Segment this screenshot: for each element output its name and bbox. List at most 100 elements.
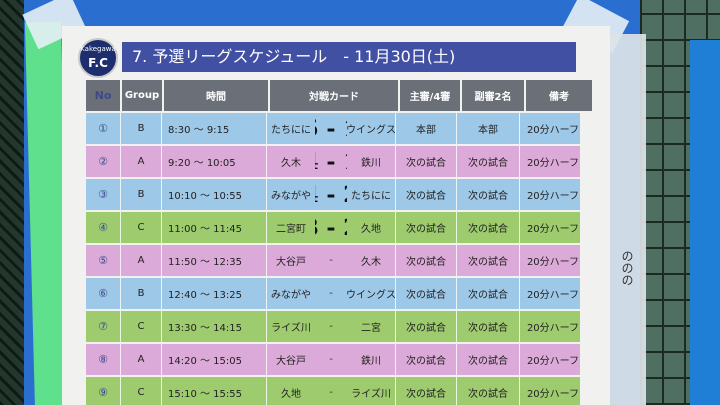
match-notes: 20分ハーフ bbox=[526, 257, 580, 268]
match-group: A bbox=[137, 354, 145, 365]
cell-divider bbox=[519, 212, 520, 243]
match-group: C bbox=[137, 387, 145, 398]
cell-divider bbox=[519, 245, 520, 276]
schedule-title: 7. 予選リーグスケジュール - 11月30日(土) bbox=[122, 42, 576, 72]
table-row: ① B 8:30 〜 9:15 たちにに 5 - 1ウイングス 本部 本部 20分ハーフ bbox=[86, 113, 580, 144]
logo-mark: F.C bbox=[88, 56, 108, 70]
match-group: B bbox=[137, 123, 145, 134]
cell-divider bbox=[395, 377, 396, 405]
match-referee: 次の試合 bbox=[406, 191, 446, 202]
home-team: 久木 bbox=[281, 158, 301, 169]
table-row: ⑧ A 14:20 〜 15:05 大谷戸 - 鉄川 次の試合 次の試合 20分ハーフ bbox=[86, 344, 580, 375]
cell-divider bbox=[456, 179, 457, 210]
match-referee: 次の試合 bbox=[406, 323, 446, 334]
home-team: みながや bbox=[271, 191, 311, 202]
cell-divider bbox=[266, 179, 267, 210]
cell-divider bbox=[456, 344, 457, 375]
match-notes: 20分ハーフ bbox=[526, 290, 580, 301]
match-time: 10:10 〜 10:55 bbox=[168, 191, 242, 202]
table-row: ③ B 10:10 〜 10:55 みながや 4 - 2 たちにに 次の試合 次の試合 20分ハ… bbox=[86, 179, 580, 210]
cell-divider bbox=[161, 311, 162, 342]
match-assistants: 次の試合 bbox=[468, 389, 508, 400]
cell-divider bbox=[395, 113, 396, 144]
cell-divider bbox=[161, 278, 162, 309]
match-assistants: 次の試合 bbox=[468, 191, 508, 202]
match-group: C bbox=[137, 321, 145, 332]
cell-divider bbox=[120, 113, 121, 144]
match-assistants: 次の試合 bbox=[468, 290, 508, 301]
cell-divider bbox=[456, 146, 457, 177]
match-no: ⑤ bbox=[98, 254, 108, 267]
cell-divider bbox=[519, 344, 520, 375]
away-team: 久地 bbox=[361, 224, 381, 235]
tape-right bbox=[606, 34, 646, 405]
match-score: 3 - 2 bbox=[315, 214, 347, 241]
cell-divider bbox=[519, 311, 520, 342]
match-notes: 20分ハーフ bbox=[526, 389, 580, 400]
home-team: たちにに bbox=[271, 125, 311, 136]
match-score: - bbox=[329, 387, 333, 398]
match-assistants: 次の試合 bbox=[468, 356, 508, 367]
cell-divider bbox=[266, 212, 267, 243]
away-team: 鉄川 bbox=[361, 158, 381, 169]
home-team: 大谷戸 bbox=[276, 257, 306, 268]
cell-divider bbox=[395, 179, 396, 210]
cell-divider bbox=[266, 245, 267, 276]
table-row: ② A 9:20 〜 10:05 久木 4 - 1 鉄川 次の試合 次の試合 20分ハーフ bbox=[86, 146, 580, 177]
header-assistants: 副審2名 bbox=[462, 80, 524, 111]
match-referee: 本部 bbox=[416, 125, 436, 136]
match-time: 14:20 〜 15:05 bbox=[168, 356, 242, 367]
cell-divider bbox=[120, 245, 121, 276]
match-no: ① bbox=[98, 122, 108, 135]
match-score: - bbox=[329, 321, 333, 332]
match-group: C bbox=[137, 222, 145, 233]
cell-divider bbox=[456, 212, 457, 243]
cell-divider bbox=[395, 146, 396, 177]
cell-divider bbox=[120, 212, 121, 243]
cell-divider bbox=[266, 146, 267, 177]
away-team: 鉄川 bbox=[361, 356, 381, 367]
match-referee: 次の試合 bbox=[406, 224, 446, 235]
home-team: ライズ川 bbox=[271, 323, 311, 334]
cell-divider bbox=[120, 377, 121, 405]
cell-divider bbox=[395, 245, 396, 276]
match-score: - bbox=[329, 288, 333, 299]
cell-divider bbox=[266, 311, 267, 342]
home-team: 久地 bbox=[281, 389, 301, 400]
cell-divider bbox=[395, 278, 396, 309]
cell-divider bbox=[266, 344, 267, 375]
cell-divider bbox=[120, 146, 121, 177]
away-team: ウイングス bbox=[347, 290, 395, 301]
match-score: 4 - 1 bbox=[315, 148, 347, 175]
home-team: 大谷戸 bbox=[276, 356, 306, 367]
match-group: B bbox=[137, 189, 145, 200]
cell-divider bbox=[161, 212, 162, 243]
cell-divider bbox=[519, 179, 520, 210]
match-notes: 20分ハーフ bbox=[526, 125, 580, 136]
cell-divider bbox=[395, 311, 396, 342]
cell-divider bbox=[266, 278, 267, 309]
away-team: ウイングス bbox=[347, 125, 395, 136]
cell-divider bbox=[266, 377, 267, 405]
table-body: ①B8:30 〜 9:15たちにに5 - 1ウイングス本部本部20分ハーフ②A9… bbox=[86, 113, 580, 405]
away-team: たちにに bbox=[351, 191, 391, 202]
header-time: 時間 bbox=[164, 80, 268, 111]
cell-divider bbox=[161, 245, 162, 276]
match-time: 15:10 〜 15:55 bbox=[168, 389, 242, 400]
table-row: ④ C 11:00 〜 11:45 二宮町 3 - 2 久地 次の試合 次の試合 20分ハーフ bbox=[86, 212, 580, 243]
cell-divider bbox=[266, 113, 267, 144]
cell-divider bbox=[456, 113, 457, 144]
match-no: ⑨ bbox=[98, 386, 108, 399]
header-group: Group bbox=[122, 80, 162, 111]
match-assistants: 次の試合 bbox=[468, 158, 508, 169]
fence-left bbox=[0, 0, 24, 405]
cell-divider bbox=[120, 179, 121, 210]
match-referee: 次の試合 bbox=[406, 290, 446, 301]
header-referee: 主審/4審 bbox=[400, 80, 460, 111]
cell-divider bbox=[161, 344, 162, 375]
cell-divider bbox=[161, 179, 162, 210]
cell-divider bbox=[519, 278, 520, 309]
tape-handwriting: ののの bbox=[620, 250, 634, 286]
match-no: ② bbox=[98, 155, 108, 168]
match-time: 9:20 〜 10:05 bbox=[168, 158, 236, 169]
